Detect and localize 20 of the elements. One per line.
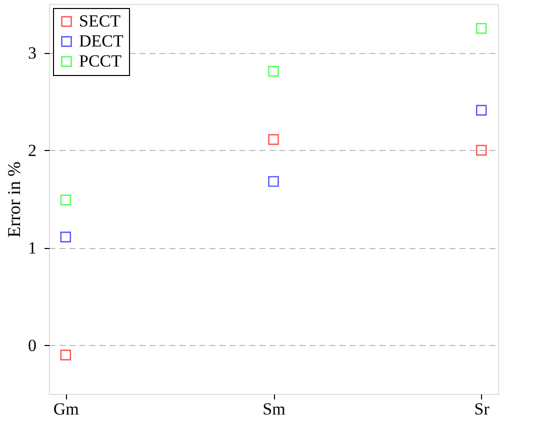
point: [268, 134, 279, 145]
point: [476, 104, 487, 116]
y-tick-label: 1: [28, 238, 36, 258]
y-tick-label: 0: [28, 336, 36, 355]
legend-label: PCCT: [79, 52, 122, 70]
point: [60, 194, 71, 206]
legend-label: DECT: [79, 32, 124, 50]
y-axis-title: Error in %: [4, 162, 24, 238]
point: [476, 23, 487, 34]
y-tick-label: 2: [28, 140, 36, 160]
point: [268, 66, 279, 77]
x-tick-label: Gm: [53, 400, 79, 418]
point: [476, 144, 487, 156]
legend-label: SECT: [79, 12, 122, 30]
point: [60, 350, 71, 360]
y-tick-label: 3: [28, 43, 36, 62]
point: [268, 176, 279, 187]
x-tick-label: Sr: [474, 400, 490, 418]
point: [60, 232, 71, 242]
x-tick-label: Sm: [262, 400, 286, 418]
